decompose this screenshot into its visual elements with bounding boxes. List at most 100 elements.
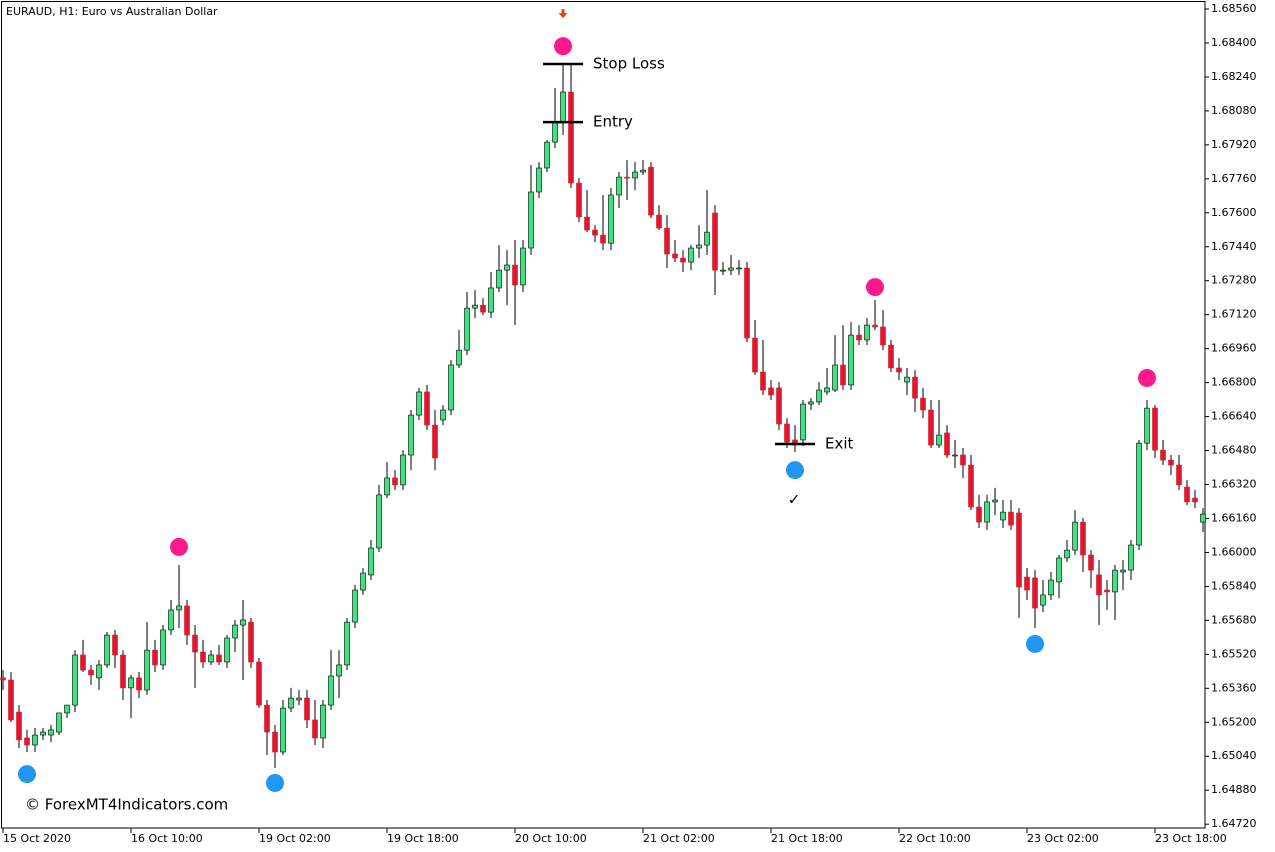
candle-body xyxy=(936,434,942,446)
x-tick-label: 15 Oct 2020 xyxy=(3,832,71,845)
candle-body xyxy=(480,304,486,313)
x-tick-label: 16 Oct 10:00 xyxy=(131,832,203,845)
candle-body xyxy=(1088,554,1094,571)
y-tick-label: 1.65840 xyxy=(1211,579,1257,592)
candle-body xyxy=(1128,544,1134,571)
candle-body xyxy=(488,287,494,313)
level-label: Entry xyxy=(593,113,633,131)
candle-body xyxy=(1048,579,1054,596)
y-tick-label: 1.68080 xyxy=(1211,104,1257,117)
candle-body xyxy=(8,679,14,721)
candle-body xyxy=(16,711,22,741)
candle-body xyxy=(248,621,254,663)
y-tick-label: 1.66640 xyxy=(1211,410,1257,423)
candle-body xyxy=(920,397,926,411)
candle-body xyxy=(0,677,6,681)
signal-dot xyxy=(554,37,572,56)
candle-body xyxy=(1008,511,1014,526)
y-tick-label: 1.67600 xyxy=(1211,206,1257,219)
candle-body xyxy=(432,424,438,459)
candle-body xyxy=(968,464,974,508)
candle-body xyxy=(1072,521,1078,551)
candle-body xyxy=(712,212,718,271)
signal-dot xyxy=(266,773,284,792)
candle-body xyxy=(24,737,30,746)
candle-body xyxy=(264,704,270,733)
x-tick-label: 23 Oct 02:00 xyxy=(1027,832,1099,845)
candle-body xyxy=(528,191,534,249)
candle-body xyxy=(416,391,422,416)
candle-body xyxy=(96,664,102,679)
candle-body xyxy=(1024,576,1030,591)
candle-body xyxy=(816,389,822,403)
candle-body xyxy=(928,409,934,446)
chart-title: EURAUD, H1: Euro vs Australian Dollar xyxy=(6,5,218,18)
signal-dot xyxy=(1026,634,1044,653)
y-tick-label: 1.67440 xyxy=(1211,240,1257,253)
candle-body xyxy=(1080,521,1086,556)
x-tick-label: 23 Oct 18:00 xyxy=(1155,832,1227,845)
y-tick-label: 1.65520 xyxy=(1211,647,1257,660)
candle-body xyxy=(152,649,158,666)
candle-body xyxy=(960,454,966,466)
candle-body xyxy=(880,326,886,346)
candle-body xyxy=(1120,569,1126,573)
candle-body xyxy=(120,654,126,689)
candle-body xyxy=(1056,557,1062,583)
candle-body xyxy=(184,605,190,636)
candle-body xyxy=(560,91,566,123)
candle-body xyxy=(232,624,238,639)
candle-body xyxy=(192,634,198,653)
candle-body xyxy=(104,634,110,666)
candle-body xyxy=(704,231,710,246)
plot-frame xyxy=(1,1,1206,829)
y-tick-label: 1.67760 xyxy=(1211,172,1257,185)
candle-body xyxy=(720,269,726,272)
candle-body xyxy=(568,91,574,184)
y-tick-label: 1.66800 xyxy=(1211,376,1257,389)
candle-body xyxy=(904,376,910,383)
candle-body xyxy=(824,387,830,393)
candle-body xyxy=(912,376,918,399)
candle-body xyxy=(448,364,454,411)
candle-body xyxy=(56,712,62,733)
candle-body xyxy=(1168,459,1174,466)
y-tick-label: 1.65200 xyxy=(1211,715,1257,728)
x-tick-label: 22 Oct 10:00 xyxy=(899,832,971,845)
candle-body xyxy=(768,387,774,396)
candle-body xyxy=(760,371,766,391)
candle-body xyxy=(840,364,846,386)
candle-body xyxy=(640,169,646,173)
candle-body xyxy=(1096,574,1102,596)
candle-body xyxy=(952,454,958,457)
candle-body xyxy=(336,664,342,677)
candle-body xyxy=(656,214,662,229)
candle-body xyxy=(1112,569,1118,593)
candle-body xyxy=(984,501,990,523)
candle-body xyxy=(680,257,686,263)
candle-body xyxy=(752,337,758,373)
x-tick-label: 19 Oct 02:00 xyxy=(259,832,331,845)
signal-arrow xyxy=(558,9,568,19)
candle-body xyxy=(352,589,358,623)
level-label: Exit xyxy=(825,434,854,452)
candle-body xyxy=(1152,407,1158,451)
candle-body xyxy=(664,227,670,255)
signal-dot xyxy=(786,461,804,480)
y-tick-label: 1.65360 xyxy=(1211,681,1257,694)
candle-body xyxy=(64,704,70,714)
candle-body xyxy=(1000,511,1006,521)
candle-body xyxy=(424,391,430,426)
candle-body xyxy=(696,244,702,249)
y-tick-label: 1.66960 xyxy=(1211,342,1257,355)
candle-body xyxy=(200,651,206,663)
candle-body xyxy=(552,121,558,143)
candle-body xyxy=(896,367,902,373)
y-tick-label: 1.68400 xyxy=(1211,36,1257,49)
candle-body xyxy=(1200,513,1206,523)
candle-body xyxy=(496,269,502,289)
candle-body xyxy=(160,629,166,666)
candle-body xyxy=(872,324,878,328)
y-tick-label: 1.64880 xyxy=(1211,783,1257,796)
candle-body xyxy=(176,605,182,611)
